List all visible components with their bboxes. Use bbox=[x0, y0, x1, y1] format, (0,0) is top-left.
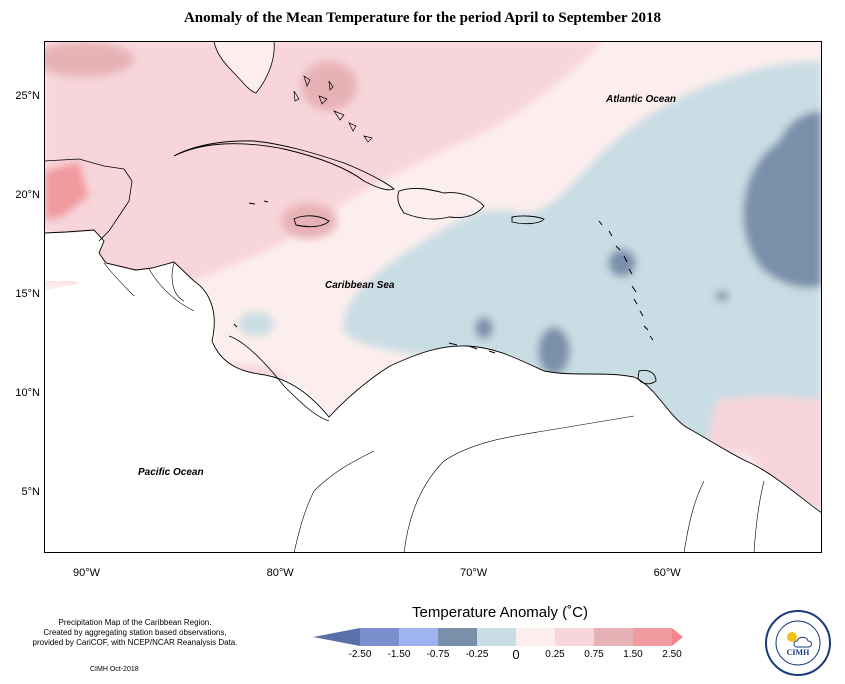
border-colombia-venezuela bbox=[403, 415, 635, 553]
legend-tick-label: -1.50 bbox=[387, 649, 411, 660]
cool-spot-west-caribbean bbox=[238, 312, 274, 336]
island-trinidad bbox=[637, 370, 657, 385]
sun-icon bbox=[787, 632, 797, 642]
warm-spot-yucatan bbox=[44, 161, 89, 221]
cool-core-atlantic bbox=[743, 111, 822, 288]
land-mask-south bbox=[44, 276, 822, 553]
label-caribbean-sea: Caribbean Sea bbox=[325, 280, 395, 291]
island-cuba bbox=[173, 140, 395, 191]
map-title: Anomaly of the Mean Temperature for the … bbox=[183, 10, 662, 26]
issuer-date: CIMH Oct-2018 bbox=[90, 666, 139, 673]
lat-label: 25°N bbox=[15, 89, 40, 102]
legend-tick-label: -0.75 bbox=[426, 649, 450, 660]
legend-tick-label: 0.25 bbox=[545, 649, 565, 660]
islands-lesser-antilles bbox=[598, 220, 654, 341]
legend-tick-label: -2.50 bbox=[348, 649, 372, 660]
color-legend-bar bbox=[313, 628, 683, 646]
legend-swatch bbox=[438, 628, 477, 646]
border-guyana-suriname bbox=[683, 480, 705, 553]
florida-peninsula bbox=[213, 41, 275, 94]
map-frame bbox=[44, 41, 822, 553]
cool-spot-guadeloupe bbox=[608, 249, 636, 277]
legend-swatch bbox=[399, 628, 438, 646]
label-atlantic-ocean: Atlantic Ocean bbox=[606, 94, 677, 105]
borders-central-america bbox=[103, 262, 195, 312]
lat-label: 15°N bbox=[15, 288, 40, 300]
legend-tick-label: -0.25 bbox=[465, 649, 489, 660]
warm-spot-gulf bbox=[44, 41, 134, 77]
cool-spot-venezuela bbox=[538, 327, 570, 375]
lon-label: 70°W bbox=[460, 567, 488, 579]
legend-swatch bbox=[516, 628, 555, 646]
lon-label: 80°W bbox=[266, 567, 294, 579]
legend-tick-label: 2.50 bbox=[662, 649, 682, 660]
credits-line-3: provided by CariCOF, with NCEP/NCAR Rean… bbox=[32, 638, 238, 647]
legend-swatch bbox=[555, 628, 594, 646]
credits-line-1: Precipitation Map of the Caribbean Regio… bbox=[58, 618, 212, 627]
map-credits: Precipitation Map of the Caribbean Regio… bbox=[10, 618, 260, 648]
lat-label: 10°N bbox=[15, 387, 40, 400]
border-suriname-guiana bbox=[753, 480, 765, 553]
cimh-logo: CIMH bbox=[765, 610, 831, 676]
lon-label: 60°W bbox=[653, 567, 681, 579]
island-jamaica bbox=[293, 215, 330, 228]
logo-text: CIMH bbox=[787, 648, 810, 657]
lat-label: 20°N bbox=[15, 188, 40, 201]
legend-swatch bbox=[633, 628, 672, 646]
legend-swatch bbox=[313, 628, 360, 646]
border-colombia-ecuador bbox=[293, 450, 375, 553]
coastline-mainland bbox=[44, 229, 822, 514]
island-puerto-rico bbox=[511, 215, 545, 225]
legend-swatch bbox=[360, 628, 399, 646]
legend-tick-label: 0.75 bbox=[584, 649, 604, 660]
lat-label: 5°N bbox=[21, 486, 40, 499]
legend-swatch bbox=[477, 628, 516, 646]
coastline-panama bbox=[228, 335, 330, 422]
temperature-anomaly-map bbox=[44, 41, 822, 553]
islands-small bbox=[233, 200, 269, 328]
legend-title: Temperature Anomaly (˚C) bbox=[412, 604, 588, 621]
legend-swatch bbox=[672, 628, 683, 646]
islands-abc bbox=[448, 342, 496, 354]
legend-swatch bbox=[594, 628, 633, 646]
credits-line-2: Created by aggregating station based obs… bbox=[43, 628, 227, 637]
lon-label: 90°W bbox=[73, 567, 101, 579]
coastline-yucatan bbox=[44, 158, 133, 242]
warm-spot-jamaica bbox=[281, 203, 337, 239]
cool-spot-barbados bbox=[715, 291, 729, 301]
islands-bahamas bbox=[293, 75, 373, 143]
legend-tick-label: 0 bbox=[512, 647, 520, 662]
label-pacific-ocean: Pacific Ocean bbox=[138, 467, 204, 478]
cloud-icon bbox=[793, 636, 812, 648]
island-hispaniola bbox=[397, 187, 485, 220]
warm-spot-bahamas bbox=[301, 61, 357, 111]
legend-tick-label: 1.50 bbox=[623, 649, 643, 660]
cool-spot-curacao bbox=[475, 317, 493, 339]
